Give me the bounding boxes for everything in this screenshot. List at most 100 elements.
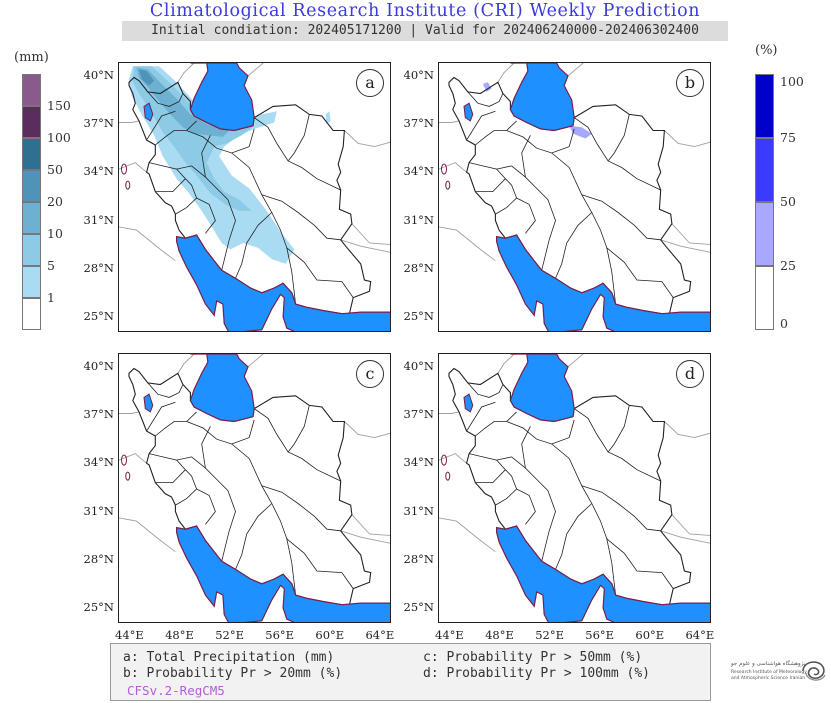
logo-text-en2: and Atmospheric Science Iranian <box>731 676 806 681</box>
province-border <box>606 538 674 589</box>
validity-subtitle: Initial condiation: 202405171200 | Valid… <box>122 21 728 41</box>
neighbor-border <box>439 517 496 553</box>
neighbor-border <box>119 517 176 553</box>
province-border <box>149 162 186 193</box>
colorbar-segment <box>755 138 774 202</box>
panel-label-b: b <box>676 69 704 97</box>
neighbor-border <box>439 162 467 173</box>
province-border <box>201 135 211 178</box>
neighbor-border <box>247 63 264 77</box>
coast-fragment <box>445 180 451 190</box>
map-svg <box>439 63 710 331</box>
latitude-tick-label: 34°N <box>83 455 114 470</box>
colorbar-segment <box>22 266 41 298</box>
longitude-tick-label: 48°E <box>165 628 194 642</box>
institute-logo: پژوهشگاه هواشناسی و علوم جو Research Ins… <box>731 655 827 687</box>
logo-text-fa: پژوهشگاه هواشناسی و علوم جو <box>731 661 806 667</box>
colorbar-tick-label: 25 <box>780 258 796 273</box>
panel-legend: a: Total Precipitation (mm) b: Probabili… <box>110 643 711 701</box>
latitude-tick-label: 40°N <box>403 67 434 82</box>
neighbor-border <box>660 239 710 253</box>
caspian-sea <box>189 63 255 132</box>
neighbor-border <box>439 453 467 464</box>
province-border <box>551 152 616 305</box>
province-border <box>495 197 536 234</box>
latitude-tick-label: 40°N <box>403 358 434 373</box>
province-border <box>505 469 517 490</box>
province-border <box>176 165 236 271</box>
latitude-tick-label: 28°N <box>403 260 434 275</box>
neighbor-border <box>671 514 710 536</box>
colorbar-tick-label: 0 <box>780 316 788 331</box>
map-panel-a: a <box>118 62 391 332</box>
caspian-sea <box>189 354 255 423</box>
province-border <box>147 91 184 107</box>
province-border <box>475 120 517 146</box>
province-border <box>231 152 296 305</box>
province-border <box>555 212 593 279</box>
neighbor-border <box>567 63 584 77</box>
persian-gulf <box>495 234 710 331</box>
neighbor-border <box>177 63 195 83</box>
colorbar-tick-label: 75 <box>780 130 796 145</box>
longitude-tick-label: 44°E <box>435 628 464 642</box>
latitude-tick-label: 37°N <box>403 407 434 422</box>
panel-label-d: d <box>676 360 704 388</box>
page-title: Climatological Research Institute (CRI) … <box>149 1 701 21</box>
latitude-tick-label: 28°N <box>83 260 114 275</box>
province-border <box>175 488 216 525</box>
latitude-tick-label: 34°N <box>403 164 434 179</box>
neighbor-border <box>567 354 584 368</box>
latitude-tick-label: 28°N <box>403 551 434 566</box>
province-border <box>469 453 506 484</box>
persian-gulf <box>175 525 390 622</box>
persian-gulf <box>175 234 390 331</box>
map-svg <box>119 354 390 622</box>
latitude-tick-label: 25°N <box>403 599 434 614</box>
coast-fragment <box>125 471 131 481</box>
province-border <box>469 162 506 193</box>
latitude-tick-label: 31°N <box>83 503 114 518</box>
province-border <box>261 194 341 241</box>
logo-text-en1: Research Institute of Meteorology <box>731 670 807 675</box>
province-border <box>176 456 236 562</box>
neighbor-border <box>177 354 195 374</box>
colorbar-segment <box>22 106 41 138</box>
neighbor-border <box>119 226 176 262</box>
longitude-tick-label: 44°E <box>115 628 144 642</box>
province-border <box>607 114 630 162</box>
latitude-tick-label: 40°N <box>83 67 114 82</box>
province-border <box>496 165 556 271</box>
swirl-logo-icon <box>802 661 826 681</box>
coast-fragment <box>441 163 448 175</box>
neighbor-border <box>344 421 390 439</box>
province-border <box>149 453 186 484</box>
latitude-tick-label: 25°N <box>403 308 434 323</box>
legend-b: b: Probability Pr > 20mm (%) <box>123 666 343 681</box>
colorbar-segment <box>755 202 774 266</box>
neighbor-border <box>344 130 390 148</box>
probability-colorbar <box>755 74 774 330</box>
province-border <box>286 247 354 298</box>
neighbor-border <box>247 354 264 368</box>
coast-fragment <box>121 163 128 175</box>
neighbor-border <box>439 120 460 123</box>
neighbor-border <box>119 453 147 464</box>
province-border <box>261 485 341 532</box>
precipitation-colorbar <box>22 74 41 330</box>
neighbor-border <box>119 411 140 414</box>
province-border <box>175 197 216 234</box>
lake-urmia <box>463 393 474 413</box>
province-border <box>466 401 496 432</box>
longitude-tick-label: 64°E <box>685 628 715 642</box>
province-border <box>607 405 630 453</box>
neighbor-border <box>351 514 390 536</box>
province-border <box>185 469 197 490</box>
neighbor-border <box>664 130 710 148</box>
latitude-tick-label: 40°N <box>83 358 114 373</box>
neighbor-border <box>351 223 390 245</box>
province-border <box>466 110 496 141</box>
field-contour <box>482 82 492 92</box>
field-contour <box>569 125 592 139</box>
neighbor-border <box>340 239 390 253</box>
